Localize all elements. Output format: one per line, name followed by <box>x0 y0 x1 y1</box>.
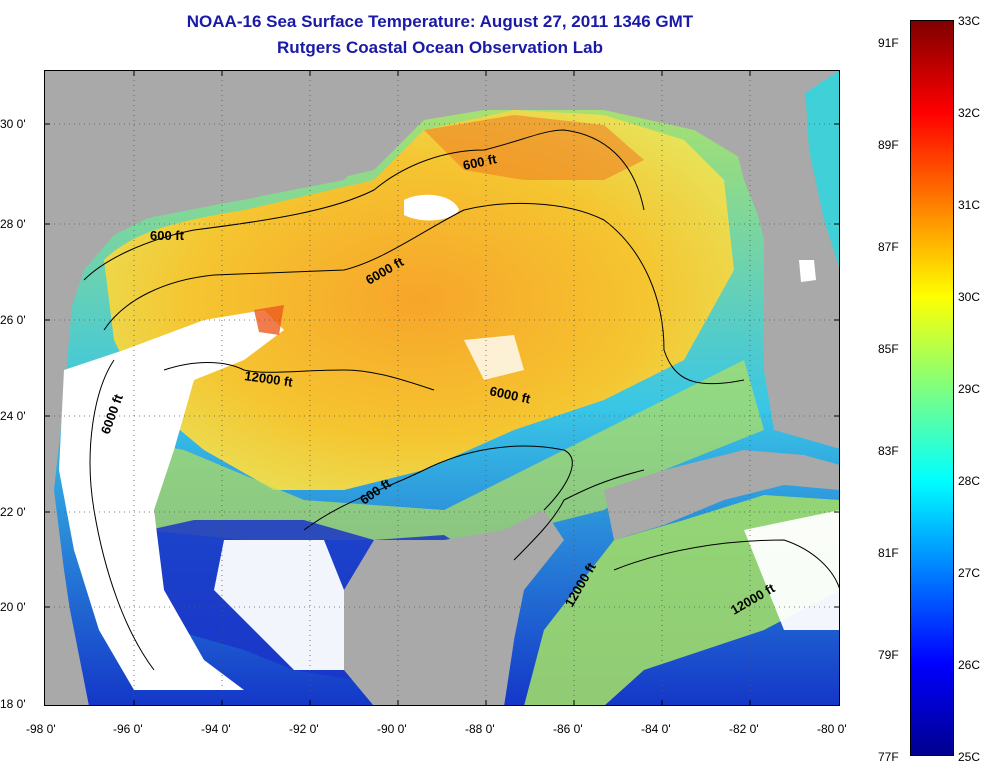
mexico-land <box>44 330 89 706</box>
map-ticks <box>44 70 840 706</box>
map-border <box>44 70 840 706</box>
colorbar-f-label: 91F <box>878 36 899 50</box>
sst-map: 600 ft 600 ft 6000 ft 12000 ft 6000 ft 6… <box>44 70 840 706</box>
colorbar-c-label: 33C <box>958 14 981 28</box>
contour-label: 600 ft <box>462 151 499 173</box>
temperature-colorbar <box>910 20 954 756</box>
hot-band-north <box>424 115 644 180</box>
colorbar-f-label: 81F <box>878 546 899 560</box>
lon-tick-label: -80 0' <box>817 722 847 736</box>
us-coast-land <box>44 70 840 350</box>
lon-tick-label: -82 0' <box>729 722 759 736</box>
lon-tick-label: -98 0' <box>26 722 56 736</box>
atlantic-water <box>804 70 840 270</box>
lon-tick-label: -84 0' <box>641 722 671 736</box>
lon-tick-label: -86 0' <box>553 722 583 736</box>
colorbar-c-label: 29C <box>958 382 981 396</box>
bathymetry-contours <box>83 129 840 671</box>
map-title: NOAA-16 Sea Surface Temperature: August … <box>186 12 694 31</box>
colorbar-f-label: 79F <box>878 648 899 662</box>
colorbar-c-label: 28C <box>958 474 981 488</box>
cloud-bay <box>404 194 459 221</box>
colorbar-f-label: 83F <box>878 444 899 458</box>
lat-tick-label: 26 0' <box>0 313 26 327</box>
lon-tick-label: -90 0' <box>377 722 407 736</box>
lat-tick-label: 18 0' <box>0 697 26 711</box>
lat-lon-grid <box>44 70 840 706</box>
cloud-central <box>464 335 524 380</box>
lon-tick-label: -88 0' <box>465 722 495 736</box>
yucatan-land <box>344 510 564 706</box>
colorbar-f-label: 77F <box>878 750 899 764</box>
lon-tick-label: -92 0' <box>289 722 319 736</box>
contour-label: 12000 ft <box>244 368 295 390</box>
lat-tick-label: 22 0' <box>0 505 26 519</box>
colorbar-c-label: 26C <box>958 658 981 672</box>
gulf-water-warm <box>104 110 734 490</box>
contour-label: 600 ft <box>150 228 185 243</box>
lat-tick-label: 30 0' <box>0 117 26 131</box>
map-subtitle: Rutgers Coastal Ocean Observation Lab <box>277 38 603 57</box>
cloud-southwest <box>214 540 344 670</box>
gulf-water-green <box>84 360 764 540</box>
contour-12000ft-b <box>513 469 645 561</box>
colorbar-c-label: 30C <box>958 290 981 304</box>
sst-map-canvas: 600 ft 600 ft 6000 ft 12000 ft 6000 ft 6… <box>44 70 840 706</box>
colorbar-f-label: 85F <box>878 342 899 356</box>
contour-6000ft <box>103 202 745 385</box>
lat-tick-label: 28 0' <box>0 217 26 231</box>
contour-caribbean <box>613 539 840 591</box>
contour-6000ft-b <box>89 359 155 671</box>
colorbar-c-label: 25C <box>958 750 981 764</box>
colorbar-c-label: 31C <box>958 198 981 212</box>
colorbar-f-label: 87F <box>878 240 899 254</box>
lon-tick-label: -94 0' <box>201 722 231 736</box>
lon-tick-label: -96 0' <box>113 722 143 736</box>
cloud-florida-inland <box>799 260 816 282</box>
colorbar-c-label: 27C <box>958 566 981 580</box>
contour-600ft <box>83 129 645 281</box>
lat-tick-label: 20 0' <box>0 600 26 614</box>
lat-tick-label: 24 0' <box>0 409 26 423</box>
colorbar-c-label: 32C <box>958 106 981 120</box>
cuba-land <box>604 450 840 540</box>
contour-600ft-b <box>303 445 573 531</box>
colorbar-f-label: 89F <box>878 138 899 152</box>
contour-12000ft <box>163 362 435 391</box>
